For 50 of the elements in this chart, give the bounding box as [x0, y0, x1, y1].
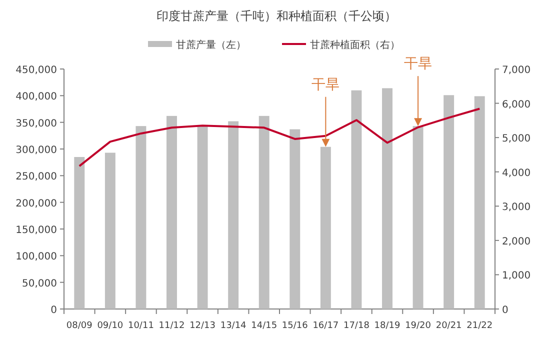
bar: [228, 121, 239, 309]
y2-tick-label: 0: [502, 305, 508, 316]
y2-tick-label: 1,000: [502, 270, 531, 282]
legend-label: 甘蔗产量（左）: [176, 39, 246, 51]
y-tick-label: 400,000: [16, 92, 57, 103]
y2-tick-label: 5,000: [502, 134, 531, 145]
x-tick-label: 21/22: [466, 321, 493, 331]
x-tick-label: 18/19: [374, 321, 400, 331]
x-tick-label: 12/13: [190, 321, 216, 331]
line-series: [78, 108, 481, 168]
bar: [104, 152, 116, 309]
bar: [74, 157, 85, 309]
bar: [136, 126, 146, 309]
y-tick-label: 150,000: [16, 225, 57, 236]
annotation: 干旱: [312, 76, 340, 93]
bar: [166, 116, 177, 309]
x-tick-label: 14/15: [251, 321, 278, 331]
x-tick-label: 16/17: [312, 321, 339, 331]
y-tick-label: 350,000: [16, 118, 57, 130]
y-tick-label: 50,000: [22, 278, 57, 290]
x-tick-label: 13/14: [220, 321, 247, 331]
y2-tick-label: 7,000: [502, 65, 531, 76]
bar: [197, 126, 208, 309]
y-tick-label: 300,000: [16, 145, 57, 156]
x-tick-label: 10/11: [128, 321, 154, 331]
y-tick-label: 200,000: [16, 198, 57, 210]
x-tick-label: 17/18: [343, 321, 370, 331]
x-tick-label: 09/10: [97, 321, 124, 331]
y-tick-label: 250,000: [16, 172, 57, 183]
bar: [474, 96, 485, 309]
bar: [290, 129, 300, 309]
y-tick-label: 0: [50, 305, 57, 316]
x-tick-label: 19/20: [405, 321, 432, 331]
chart-title: 印度甘蔗产量（千吨）和种植面积（千公顷）: [156, 9, 396, 23]
x-tick-label: 08/09: [66, 321, 93, 331]
y2-tick-label: 3,000: [502, 202, 531, 214]
legend-label: 甘蔗种植面积（右）: [310, 39, 400, 51]
annotation: 干旱: [404, 56, 432, 72]
bar: [382, 88, 392, 309]
x-tick-label: 15/16: [282, 321, 308, 331]
bar: [351, 90, 362, 309]
x-tick-label: 20/21: [436, 321, 462, 331]
y2-tick-label: 4,000: [502, 168, 531, 179]
y-tick-label: 100,000: [16, 252, 57, 263]
bar: [444, 95, 454, 309]
bar: [258, 116, 270, 309]
x-tick-label: 11/12: [158, 321, 185, 331]
y-tick-label: 450,000: [16, 65, 57, 76]
y2-tick-label: 6,000: [502, 99, 531, 110]
y2-tick-label: 2,000: [502, 236, 531, 248]
